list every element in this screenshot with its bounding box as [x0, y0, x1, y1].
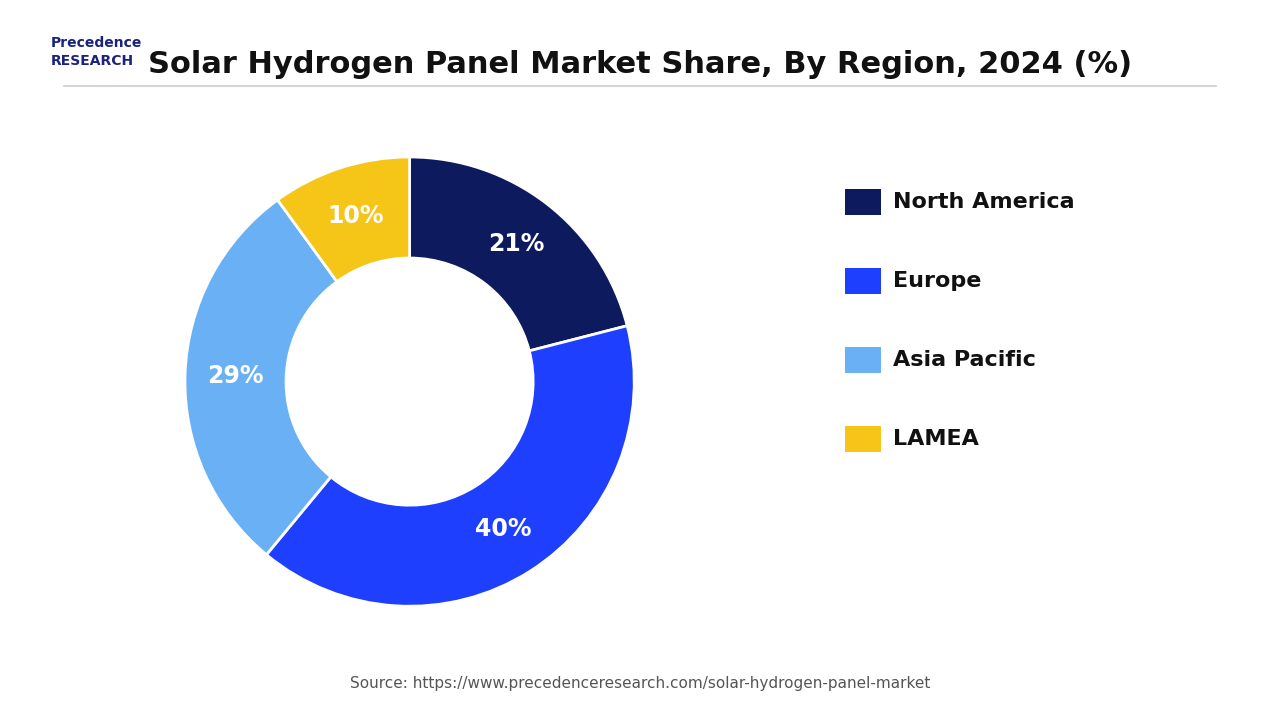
Text: 40%: 40%	[475, 516, 531, 541]
Wedge shape	[278, 157, 410, 282]
Text: 29%: 29%	[207, 364, 264, 388]
Text: Precedence
RESEARCH: Precedence RESEARCH	[51, 36, 142, 68]
Wedge shape	[266, 325, 634, 606]
Text: North America: North America	[893, 192, 1075, 212]
Text: 10%: 10%	[328, 204, 384, 228]
Text: LAMEA: LAMEA	[893, 429, 979, 449]
Wedge shape	[184, 200, 337, 554]
Text: Solar Hydrogen Panel Market Share, By Region, 2024 (%): Solar Hydrogen Panel Market Share, By Re…	[148, 50, 1132, 79]
Wedge shape	[410, 157, 627, 351]
Text: Europe: Europe	[893, 271, 982, 291]
Text: Source: https://www.precedenceresearch.com/solar-hydrogen-panel-market: Source: https://www.precedenceresearch.c…	[349, 676, 931, 691]
Text: 21%: 21%	[488, 232, 544, 256]
Text: Asia Pacific: Asia Pacific	[893, 350, 1037, 370]
